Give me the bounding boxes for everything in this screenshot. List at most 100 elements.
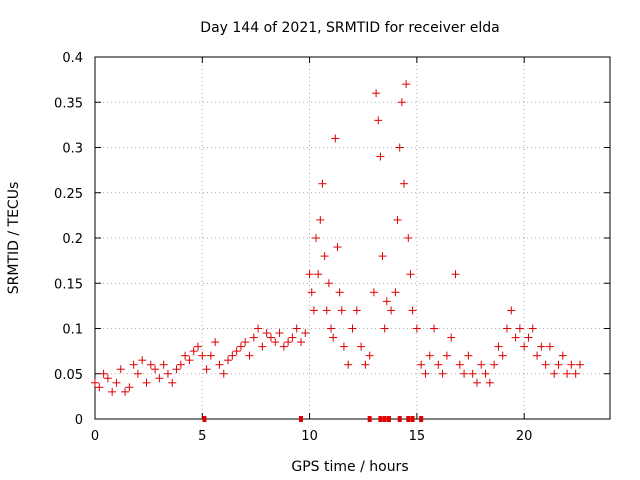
axis-ticks: 0 5 10 15 20 0 0.05 0.1 0.15 0.2 0.25 0.3 0.35 0.4 bbox=[54, 51, 610, 444]
data-point bbox=[138, 356, 147, 365]
baseline-mark bbox=[386, 416, 391, 422]
data-point bbox=[404, 234, 413, 242]
data-point bbox=[331, 134, 340, 143]
data-point bbox=[406, 270, 415, 279]
y-tick-label: 0.1 bbox=[62, 323, 83, 338]
data-point bbox=[533, 351, 542, 360]
baseline-mark bbox=[410, 416, 415, 422]
data-point bbox=[108, 387, 117, 396]
data-point bbox=[185, 356, 194, 365]
data-point bbox=[395, 143, 404, 152]
data-point bbox=[266, 333, 275, 342]
data-point bbox=[434, 360, 443, 369]
data-point bbox=[337, 306, 346, 315]
data-point bbox=[275, 329, 284, 338]
data-point bbox=[320, 252, 329, 261]
chart-title: Day 144 of 2021, SRMTID for receiver eld… bbox=[200, 20, 499, 36]
baseline-mark bbox=[397, 416, 402, 422]
data-point bbox=[494, 342, 503, 351]
data-points bbox=[91, 80, 584, 396]
data-point bbox=[490, 360, 499, 369]
data-point bbox=[460, 369, 469, 378]
data-point bbox=[163, 369, 172, 378]
data-point bbox=[451, 270, 460, 279]
data-point bbox=[348, 324, 357, 333]
data-point bbox=[224, 356, 233, 365]
data-point bbox=[279, 342, 288, 351]
data-point bbox=[99, 369, 108, 378]
grid bbox=[95, 57, 610, 419]
data-point bbox=[329, 333, 338, 342]
data-point bbox=[335, 288, 344, 297]
x-axis-label: GPS time / hours bbox=[291, 459, 408, 475]
data-point bbox=[571, 369, 580, 378]
data-point bbox=[575, 360, 584, 369]
data-point bbox=[447, 333, 456, 342]
x-tick-label: 15 bbox=[409, 429, 426, 444]
data-point bbox=[425, 351, 434, 360]
x-tick-label: 5 bbox=[198, 429, 206, 444]
data-point bbox=[103, 374, 112, 383]
data-point bbox=[129, 360, 138, 369]
data-point bbox=[400, 179, 408, 188]
data-point bbox=[327, 324, 336, 333]
data-point bbox=[357, 342, 366, 351]
data-point bbox=[112, 378, 121, 387]
data-point bbox=[408, 306, 417, 315]
data-point bbox=[254, 324, 263, 333]
data-point bbox=[412, 324, 421, 333]
y-tick-label: 0.15 bbox=[54, 277, 83, 292]
data-point bbox=[194, 342, 202, 351]
baseline-marks bbox=[202, 416, 424, 422]
y-tick-label: 0.3 bbox=[62, 142, 83, 157]
data-point bbox=[159, 360, 168, 369]
data-point bbox=[378, 252, 387, 261]
data-point bbox=[365, 351, 374, 360]
data-point bbox=[352, 306, 361, 315]
data-point bbox=[468, 369, 477, 378]
data-point bbox=[297, 338, 305, 347]
data-point bbox=[387, 306, 396, 315]
data-point bbox=[481, 369, 490, 378]
data-point bbox=[91, 378, 99, 387]
data-point bbox=[211, 338, 220, 347]
data-point bbox=[262, 329, 271, 338]
data-point bbox=[382, 297, 391, 306]
data-point bbox=[567, 360, 576, 369]
data-point bbox=[95, 383, 104, 392]
data-point bbox=[312, 234, 321, 242]
data-point bbox=[528, 324, 537, 333]
data-point bbox=[430, 324, 439, 333]
data-point bbox=[391, 288, 400, 297]
data-point bbox=[550, 369, 559, 378]
data-point bbox=[307, 288, 316, 297]
data-point bbox=[520, 342, 529, 351]
data-point bbox=[372, 89, 381, 98]
data-point bbox=[176, 360, 185, 369]
data-point bbox=[189, 347, 198, 356]
data-point bbox=[309, 306, 318, 315]
data-point bbox=[545, 342, 554, 351]
data-point bbox=[249, 333, 258, 342]
data-point bbox=[369, 288, 378, 297]
data-point bbox=[181, 351, 190, 360]
data-point bbox=[361, 360, 370, 369]
data-point bbox=[241, 338, 250, 347]
data-point bbox=[455, 360, 464, 369]
y-tick-label: 0.2 bbox=[62, 232, 83, 247]
data-point bbox=[558, 351, 567, 360]
data-point bbox=[172, 365, 181, 374]
data-point bbox=[393, 215, 402, 224]
data-point bbox=[151, 365, 160, 374]
data-point bbox=[554, 360, 563, 369]
data-point bbox=[438, 369, 447, 378]
data-point bbox=[563, 369, 572, 378]
data-point bbox=[202, 365, 211, 374]
data-point bbox=[524, 333, 533, 342]
data-point bbox=[421, 369, 430, 378]
data-point bbox=[133, 369, 142, 378]
data-point bbox=[537, 342, 546, 351]
data-point bbox=[344, 360, 353, 369]
data-point bbox=[155, 374, 164, 383]
data-point bbox=[316, 215, 325, 224]
